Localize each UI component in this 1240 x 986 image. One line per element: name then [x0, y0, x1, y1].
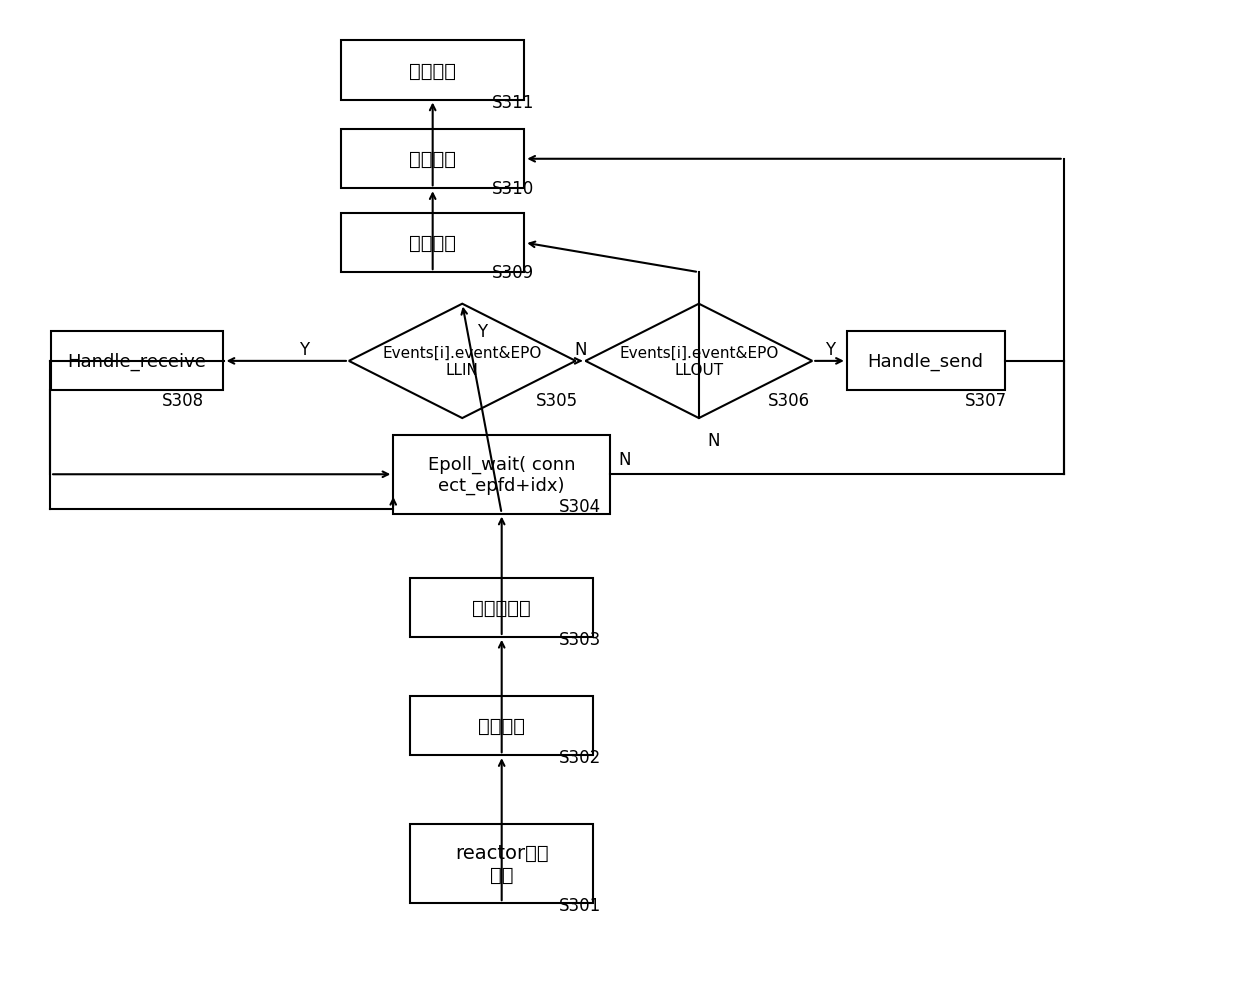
- Bar: [410, 696, 593, 755]
- Bar: [847, 332, 1004, 391]
- Text: S309: S309: [492, 264, 534, 282]
- Bar: [410, 824, 593, 903]
- Text: reactor线程
启动: reactor线程 启动: [455, 843, 548, 884]
- Bar: [393, 436, 610, 514]
- Text: 清理连接: 清理连接: [409, 234, 456, 252]
- Text: S303: S303: [559, 630, 601, 648]
- Text: N: N: [619, 451, 631, 469]
- Text: N: N: [707, 431, 720, 450]
- Text: S306: S306: [768, 391, 810, 410]
- Bar: [410, 578, 593, 637]
- Text: S301: S301: [559, 896, 601, 914]
- Text: Y: Y: [299, 341, 310, 359]
- Text: Y: Y: [477, 323, 487, 341]
- Text: Events[i].event&EPO
LLOUT: Events[i].event&EPO LLOUT: [619, 345, 779, 378]
- Text: S308: S308: [161, 391, 203, 410]
- Text: 线程结束: 线程结束: [409, 61, 456, 81]
- Text: Handle_send: Handle_send: [868, 352, 983, 371]
- Bar: [51, 332, 223, 391]
- Text: Y: Y: [825, 341, 835, 359]
- Text: S304: S304: [559, 497, 601, 516]
- Text: N: N: [574, 341, 587, 359]
- Text: Handle_receive: Handle_receive: [67, 352, 206, 371]
- Text: S307: S307: [965, 391, 1007, 410]
- Text: S311: S311: [492, 94, 534, 111]
- Text: 销毁资源: 销毁资源: [409, 150, 456, 169]
- Bar: [341, 41, 523, 101]
- Text: Epoll_wait( conn
ect_epfd+idx): Epoll_wait( conn ect_epfd+idx): [428, 456, 575, 494]
- Text: S310: S310: [492, 180, 534, 198]
- Text: S305: S305: [536, 391, 578, 410]
- Text: Events[i].event&EPO
LLIN: Events[i].event&EPO LLIN: [383, 345, 542, 378]
- Polygon shape: [348, 305, 575, 419]
- Text: 参数检查: 参数检查: [479, 717, 526, 736]
- Bar: [341, 214, 523, 273]
- Polygon shape: [585, 305, 812, 419]
- Text: S302: S302: [559, 748, 601, 766]
- Bar: [341, 130, 523, 189]
- Text: 资源初始化: 资源初始化: [472, 599, 531, 617]
